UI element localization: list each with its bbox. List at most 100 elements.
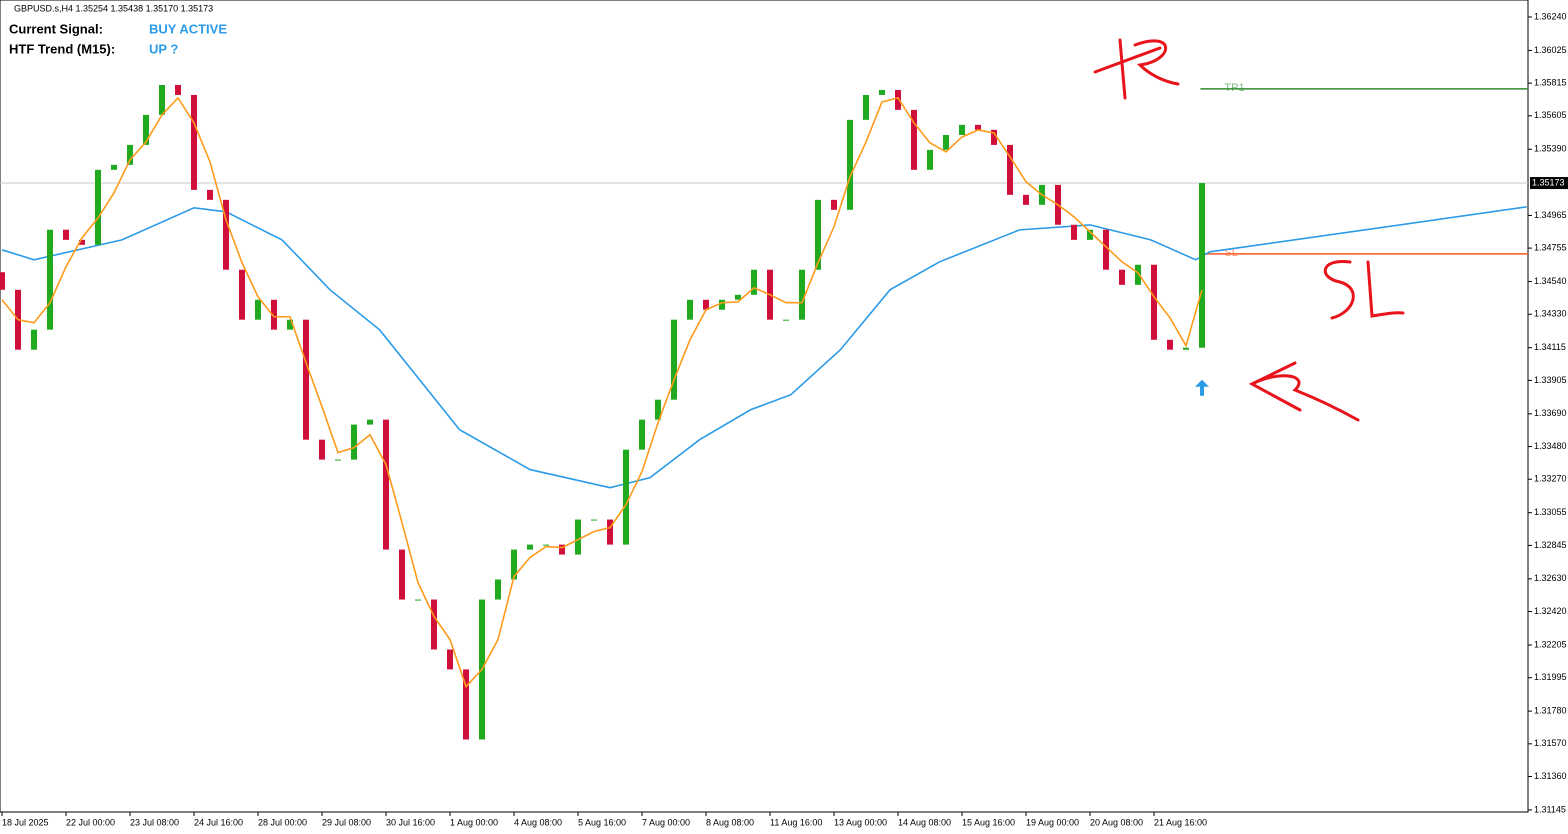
candle (159, 84, 165, 115)
x-tick-label: 13 Aug 00:00 (834, 817, 887, 827)
x-tick-label: 29 Jul 08:00 (322, 817, 371, 827)
candle (1071, 224, 1077, 240)
trend-label: HTF Trend (M15): (9, 41, 115, 56)
y-tick-label: 1.32845 (1534, 540, 1567, 550)
candle (559, 544, 565, 555)
candle (1135, 264, 1141, 285)
candle (239, 269, 245, 320)
x-tick-label: 23 Jul 08:00 (130, 817, 179, 827)
candle (671, 319, 677, 400)
sl-mark (1366, 260, 1405, 318)
y-tick-label: 1.31995 (1534, 672, 1567, 682)
candle (735, 294, 741, 300)
candle (703, 299, 709, 310)
level-label: SL (1224, 247, 1237, 259)
candle (47, 229, 53, 330)
slow-ma (1, 206, 1527, 489)
candle (127, 144, 133, 165)
candle (687, 299, 693, 320)
x-tick-label: 18 Jul 2025 (2, 817, 49, 827)
x-tick-label: 24 Jul 16:00 (194, 817, 243, 827)
current-price-box (1530, 177, 1568, 190)
y-tick-label: 1.33905 (1534, 375, 1567, 385)
x-tick-label: 5 Aug 16:00 (578, 817, 626, 827)
candle (927, 149, 933, 170)
x-tick-label: 7 Aug 00:00 (642, 817, 690, 827)
candle (1119, 269, 1125, 285)
y-tick-label: 1.32420 (1534, 606, 1567, 616)
x-tick-label: 28 Jul 00:00 (258, 817, 307, 827)
candle (223, 199, 229, 270)
candle (783, 319, 789, 321)
candle (543, 544, 549, 546)
y-tick-label: 1.34330 (1534, 309, 1567, 319)
y-tick-label: 1.34965 (1534, 210, 1567, 220)
y-tick-label: 1.33055 (1534, 507, 1567, 517)
candle (255, 299, 261, 320)
candle (863, 94, 869, 120)
x-tick-label: 22 Jul 00:00 (66, 817, 115, 827)
candle (1103, 229, 1109, 270)
y-tick-label: 1.33690 (1534, 408, 1567, 418)
candle (575, 519, 581, 555)
x-tick-label: 15 Aug 16:00 (962, 817, 1015, 827)
y-tick-label: 1.34755 (1534, 242, 1567, 252)
y-tick-label: 1.35390 (1534, 144, 1567, 154)
candle (175, 84, 181, 95)
candle (143, 114, 149, 145)
candle (751, 269, 757, 295)
x-tick-label: 14 Aug 08:00 (898, 817, 951, 827)
candle (895, 89, 901, 110)
candle (799, 269, 805, 320)
signal-label: Current Signal: (9, 21, 103, 36)
candle (975, 124, 981, 130)
y-tick-label: 1.31780 (1534, 706, 1567, 716)
x-tick-label: 30 Jul 16:00 (386, 817, 435, 827)
candle (831, 199, 837, 210)
candle (495, 579, 501, 600)
y-tick-label: 1.33480 (1534, 441, 1567, 451)
candle (383, 419, 389, 550)
x-tick-label: 20 Aug 08:00 (1090, 817, 1143, 827)
plot-frame (0, 0, 1529, 813)
candle (271, 299, 277, 330)
candle (367, 419, 373, 425)
candle (991, 129, 997, 145)
fast-ma (1, 96, 1203, 689)
x-tick-label: 8 Aug 08:00 (706, 817, 754, 827)
signal-arrow (1195, 379, 1209, 396)
sl-mark (1323, 260, 1355, 320)
candle (191, 94, 197, 190)
candle (0, 272, 5, 290)
entry-arrow (1248, 361, 1360, 422)
candle (511, 549, 517, 580)
x-tick-label: 4 Aug 08:00 (514, 817, 562, 827)
candle (607, 519, 613, 545)
candle (95, 169, 101, 245)
candle (1151, 264, 1157, 340)
candle (1167, 339, 1173, 350)
candle (655, 399, 661, 420)
candle (959, 124, 965, 135)
trend-value: UP ? (149, 41, 178, 56)
candle (463, 669, 469, 740)
candle (335, 459, 341, 461)
candle (399, 549, 405, 600)
y-tick-label: 1.33270 (1534, 474, 1567, 484)
y-tick-label: 1.31145 (1534, 804, 1566, 814)
y-tick-label: 1.36025 (1534, 45, 1567, 55)
level-label: TP1 (1224, 82, 1244, 94)
y-tick-label: 1.32630 (1534, 573, 1567, 583)
y-tick-label: 1.35605 (1534, 110, 1567, 120)
candle (1007, 144, 1013, 195)
y-tick-label: 1.31360 (1534, 771, 1567, 781)
candle (111, 164, 117, 170)
x-tick-label: 11 Aug 16:00 (770, 817, 822, 827)
candle (31, 329, 37, 350)
candle (1023, 194, 1029, 205)
current-price-label: 1.35173 (1532, 177, 1565, 187)
tp-mark (1093, 38, 1162, 100)
hand-annotations (1093, 38, 1405, 422)
